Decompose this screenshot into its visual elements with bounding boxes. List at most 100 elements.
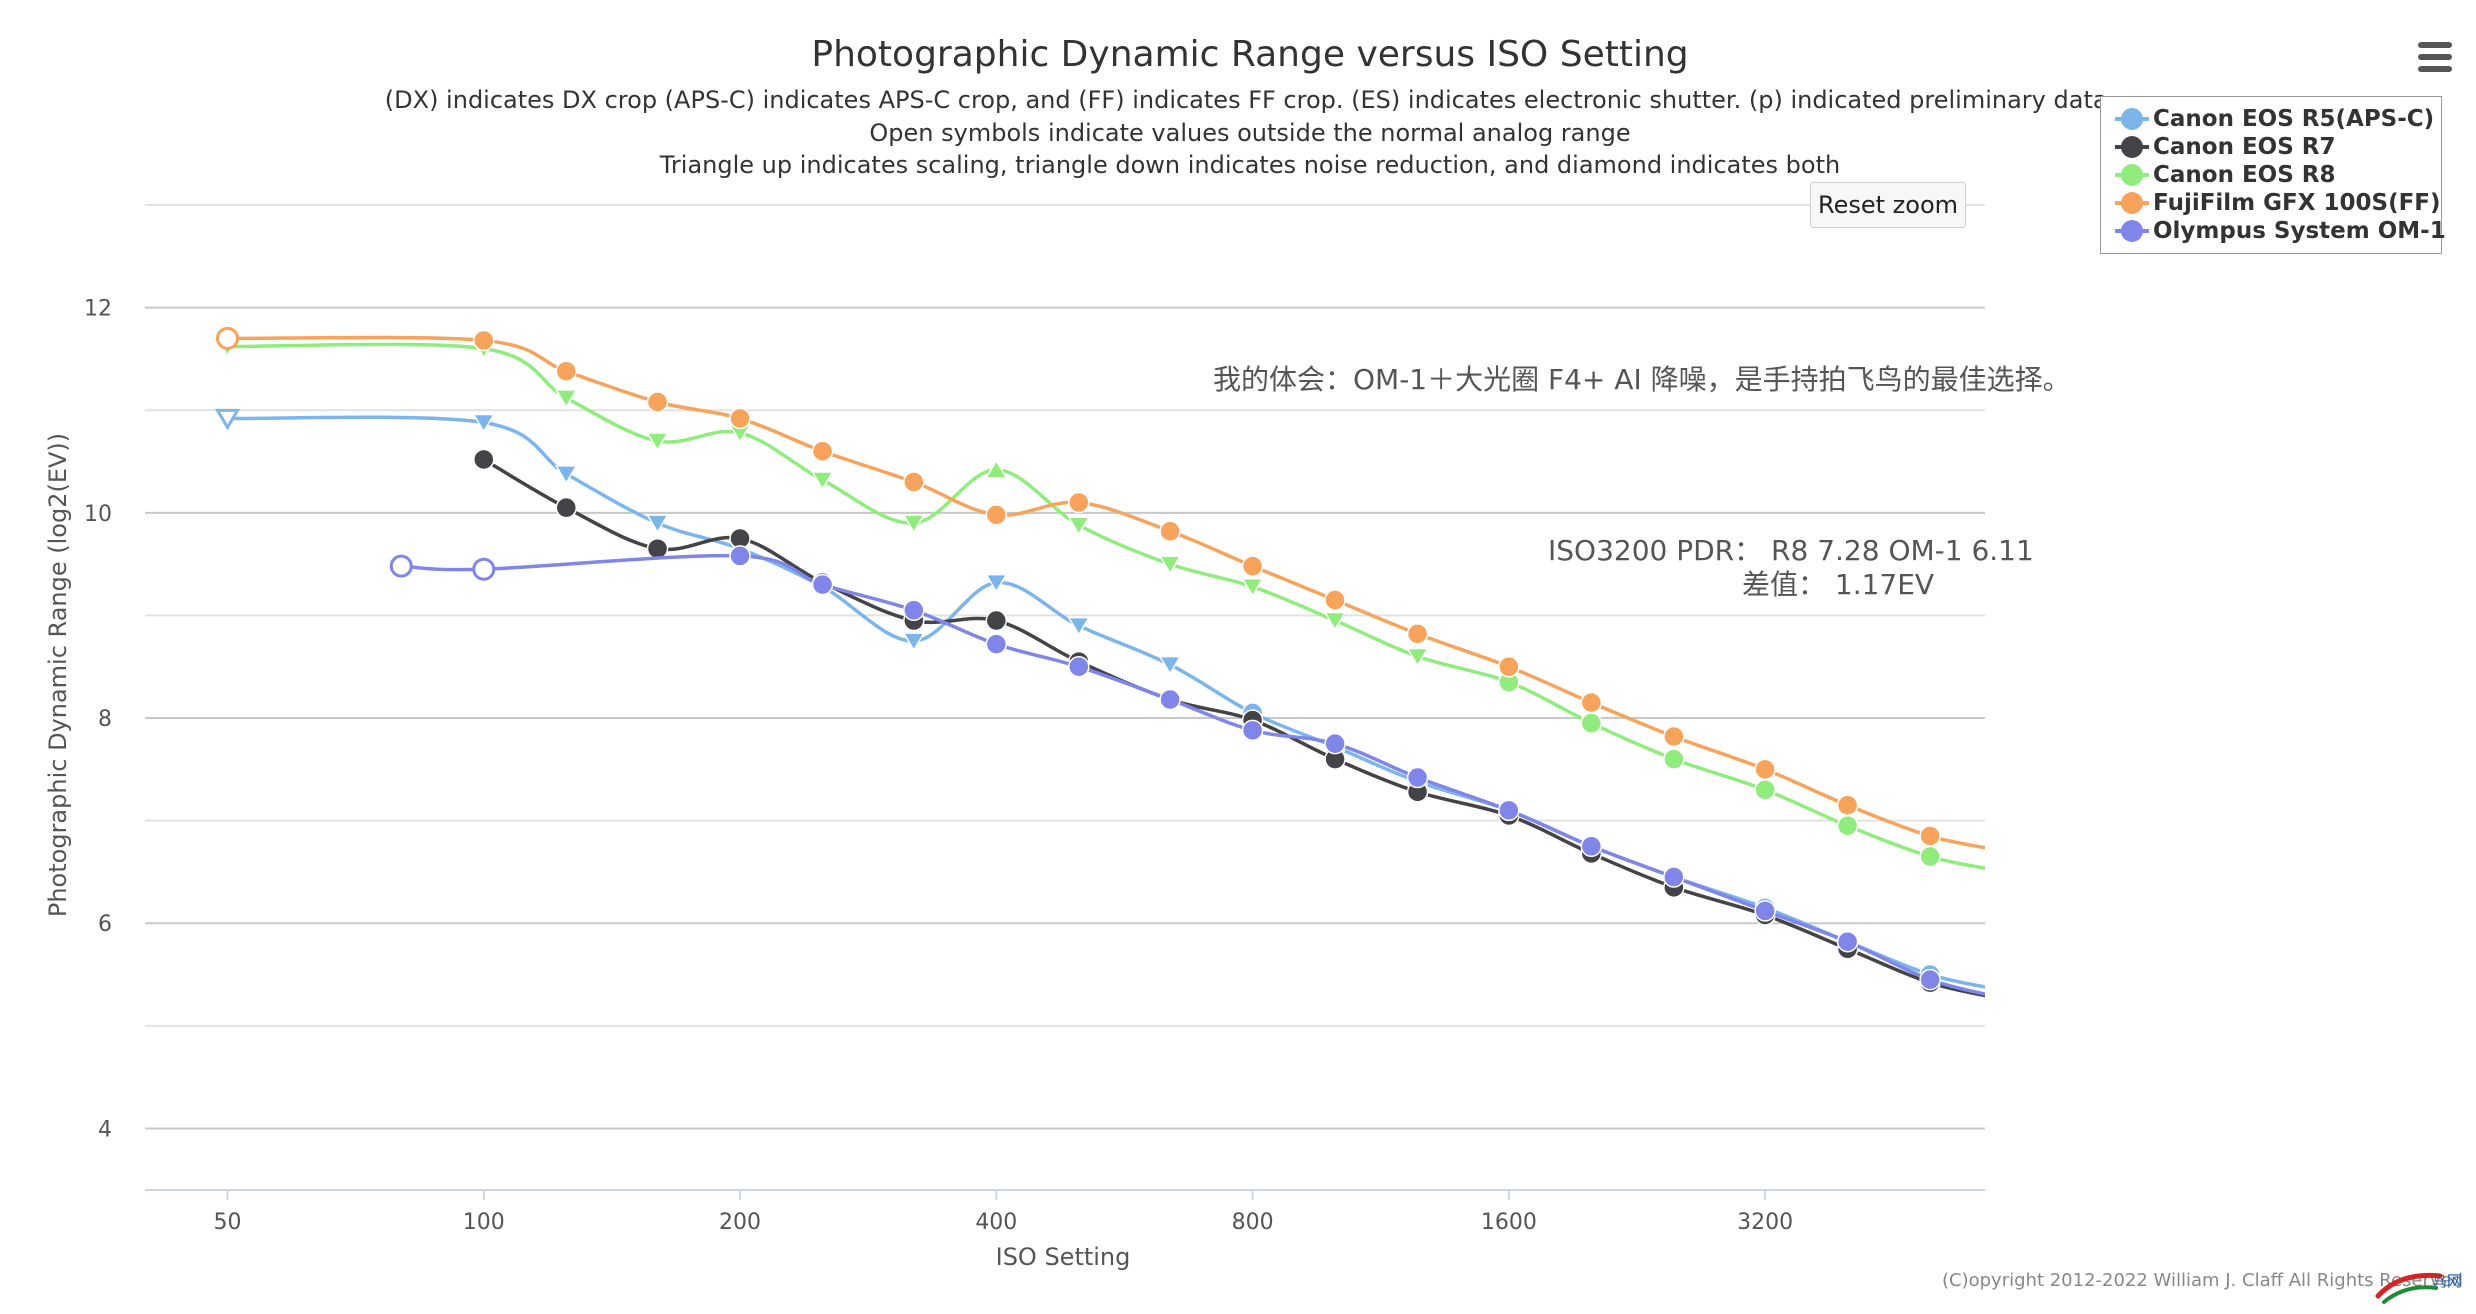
y-tick-label: 6 [98,912,112,937]
x-tick-label: 200 [719,1210,761,1235]
data-point-canon-eos-r8[interactable] [1663,748,1685,770]
y-tick-label: 10 [84,502,112,527]
reset-zoom-button[interactable]: Reset zoom [1810,182,1966,228]
data-point-olympus-system-om-1[interactable] [903,599,925,622]
data-point-fujifilm-gfx-100s-ff[interactable] [1919,825,1941,847]
legend-marker-icon [2115,133,2149,161]
data-point-olympus-system-om-1[interactable] [1406,766,1429,789]
annotation-difference: 差值： 1.17EV [1742,568,1934,601]
data-point-canon-eos-r8[interactable] [646,432,669,452]
data-point-canon-eos-r5-aps-c[interactable] [902,632,926,652]
data-point-canon-eos-r8[interactable] [1406,647,1429,667]
x-tick-label: 400 [975,1210,1017,1235]
annotation-pdr-comparison: ISO3200 PDR： R8 7.28 OM-1 6.11 [1548,534,2034,567]
data-point-fujifilm-gfx-100s-ff[interactable] [1663,725,1685,748]
chart-title: Photographic Dynamic Range versus ISO Se… [811,34,1688,75]
data-point-canon-eos-r8[interactable] [1580,712,1603,734]
legend-label: Olympus System OM-1 [2153,218,2446,244]
data-point-canon-eos-r7[interactable] [473,448,495,471]
data-point-olympus-system-om-1[interactable] [1159,688,1181,711]
data-point-olympus-system-om-1[interactable] [1663,866,1685,888]
data-point-fujifilm-gfx-100s-ff[interactable] [1580,691,1603,714]
data-point-olympus-system-om-1[interactable] [1498,799,1520,822]
legend-item-canon-eos-r7[interactable]: Canon EOS R7 [2115,133,2441,161]
chart-menu-button[interactable] [2410,34,2460,78]
data-point-canon-eos-r8[interactable] [1241,577,1264,598]
data-point-canon-eos-r7[interactable] [985,609,1008,632]
data-point-canon-eos-r5-aps-c[interactable] [646,514,669,534]
data-point-canon-eos-r8[interactable] [811,471,834,491]
legend-item-canon-eos-r8[interactable]: Canon EOS R8 [2115,161,2441,189]
hamburger-menu-icon [2418,42,2452,48]
axes: ISO Setting Photographic Dynamic Range (… [44,297,1793,1271]
data-point-olympus-system-om-1[interactable] [1324,732,1346,755]
series-canon-eos-r8 [216,337,1985,870]
annotation-experience: 我的体会：OM-1＋大光圈 F4+ AI 降噪，是手持拍飞鸟的最佳选择。 [1213,363,2071,396]
data-point-olympus-system-om-1[interactable] [729,545,751,567]
legend-marker-icon [2115,217,2149,245]
series-canon-eos-r5-aps-c [214,408,1985,989]
data-point-fujifilm-gfx-100s-ff[interactable] [1836,794,1859,816]
legend-item-canon-eos-r5-aps-c[interactable]: Canon EOS R5(APS-C) [2115,105,2441,133]
data-point-canon-eos-r5-aps-c[interactable] [214,408,241,431]
x-tick-label: 800 [1232,1210,1274,1235]
data-point-fujifilm-gfx-100s-ff[interactable] [811,440,834,462]
data-point-fujifilm-gfx-100s-ff[interactable] [216,326,240,350]
data-point-canon-eos-r8[interactable] [1067,516,1091,536]
data-point-fujifilm-gfx-100s-ff[interactable] [903,471,925,493]
data-point-canon-eos-r8[interactable] [1754,779,1776,801]
data-point-canon-eos-r8[interactable] [1919,845,1941,868]
data-point-fujifilm-gfx-100s-ff[interactable] [555,360,578,382]
data-point-fujifilm-gfx-100s-ff[interactable] [1159,520,1181,543]
data-point-olympus-system-om-1[interactable] [1068,655,1090,678]
legend-item-fujifilm-gfx-100s-ff[interactable]: FujiFilm GFX 100S(FF) [2115,189,2441,217]
copyright-text: (C)opyright 2012-2022 William J. Claff A… [1942,1270,2464,1291]
data-point-fujifilm-gfx-100s-ff[interactable] [1498,655,1520,678]
data-point-canon-eos-r8[interactable] [1836,815,1859,837]
hamburger-menu-icon-bar [2418,54,2452,60]
chart-subtitle-line-2: Open symbols indicate values outside the… [869,119,1630,147]
chart-titles: Photographic Dynamic Range versus ISO Se… [385,34,2115,179]
data-point-fujifilm-gfx-100s-ff[interactable] [473,329,495,352]
data-point-fujifilm-gfx-100s-ff[interactable] [985,504,1008,526]
data-point-canon-eos-r5-aps-c[interactable] [985,573,1008,594]
data-point-fujifilm-gfx-100s-ff[interactable] [1406,623,1429,645]
data-point-canon-eos-r8[interactable] [902,514,926,534]
data-point-canon-eos-r8[interactable] [1158,555,1182,575]
x-tick-label: 3200 [1737,1210,1793,1235]
chart-legend: Canon EOS R5(APS-C) Canon EOS R7 Canon EOS… [2100,96,2446,254]
chart-subtitle-line-1: (DX) indicates DX crop (APS-C) indicates… [385,86,2115,114]
watermark-logo: 鸟网 [2375,1272,2462,1304]
data-point-canon-eos-r5-aps-c[interactable] [554,465,578,485]
data-point-canon-eos-r5-aps-c[interactable] [1158,655,1182,676]
x-axis-title: ISO Setting [996,1243,1131,1271]
data-point-fujifilm-gfx-100s-ff[interactable] [729,407,751,430]
data-point-fujifilm-gfx-100s-ff[interactable] [1068,491,1090,514]
legend-marker-icon [2115,105,2149,133]
data-point-canon-eos-r8[interactable] [554,389,578,409]
data-point-canon-eos-r5-aps-c[interactable] [472,413,496,434]
data-point-olympus-system-om-1[interactable] [985,633,1008,655]
data-point-canon-eos-r5-aps-c[interactable] [1067,616,1091,637]
data-point-fujifilm-gfx-100s-ff[interactable] [1324,589,1346,611]
data-point-olympus-system-om-1[interactable] [1754,900,1776,922]
data-point-olympus-system-om-1[interactable] [1241,719,1264,742]
data-point-olympus-system-om-1[interactable] [1919,968,1941,991]
data-point-olympus-system-om-1[interactable] [389,554,413,578]
data-point-canon-eos-r8[interactable] [1323,611,1347,632]
data-point-olympus-system-om-1[interactable] [472,557,496,581]
chart-subtitle-line-3: Triangle up indicates scaling, triangle … [659,151,1840,179]
y-tick-label: 8 [98,707,112,732]
data-point-olympus-system-om-1[interactable] [1836,930,1859,953]
data-point-olympus-system-om-1[interactable] [1580,835,1603,858]
data-point-fujifilm-gfx-100s-ff[interactable] [1754,758,1776,781]
data-point-fujifilm-gfx-100s-ff[interactable] [646,391,669,413]
data-point-canon-eos-r7[interactable] [646,537,669,560]
legend-item-olympus-system-om-1[interactable]: Olympus System OM-1 [2115,217,2446,245]
data-point-fujifilm-gfx-100s-ff[interactable] [1241,555,1264,577]
data-point-olympus-system-om-1[interactable] [811,573,834,596]
data-point-canon-eos-r8[interactable] [985,459,1008,479]
series-olympus-system-om-1 [389,545,1985,996]
data-point-canon-eos-r7[interactable] [555,496,578,519]
